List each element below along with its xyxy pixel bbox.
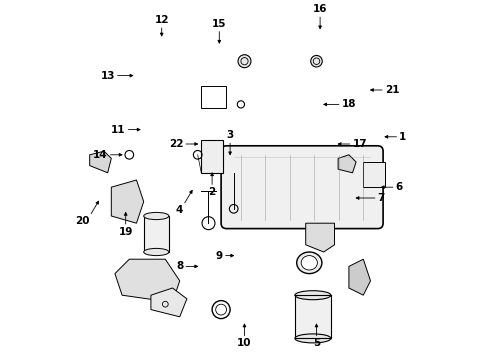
Text: 12: 12: [154, 15, 169, 25]
Bar: [201, 86, 226, 108]
Polygon shape: [115, 259, 179, 302]
Ellipse shape: [143, 212, 168, 220]
Text: 19: 19: [118, 227, 133, 237]
Text: 18: 18: [341, 99, 355, 109]
Ellipse shape: [294, 334, 330, 343]
Text: 5: 5: [312, 338, 320, 348]
Polygon shape: [348, 259, 370, 295]
Text: 4: 4: [176, 205, 183, 215]
Bar: [294, 295, 330, 338]
Text: 3: 3: [226, 130, 233, 140]
Polygon shape: [111, 180, 143, 223]
Text: 13: 13: [100, 71, 115, 81]
Polygon shape: [151, 288, 186, 317]
Text: 2: 2: [208, 187, 215, 197]
Text: 7: 7: [377, 193, 384, 203]
Text: 8: 8: [176, 261, 183, 271]
Text: 11: 11: [111, 125, 125, 135]
Text: 22: 22: [168, 139, 183, 149]
Text: 6: 6: [395, 182, 402, 192]
Circle shape: [310, 55, 322, 67]
Bar: [201, 140, 223, 173]
Bar: [143, 216, 168, 252]
Text: 16: 16: [312, 4, 326, 14]
Text: 17: 17: [352, 139, 366, 149]
Ellipse shape: [143, 248, 168, 256]
Text: 15: 15: [212, 19, 226, 29]
Polygon shape: [89, 151, 111, 173]
Ellipse shape: [294, 291, 330, 300]
Ellipse shape: [296, 252, 321, 274]
Text: 9: 9: [215, 251, 223, 261]
Text: 14: 14: [93, 150, 107, 160]
Text: 21: 21: [384, 85, 399, 95]
Polygon shape: [337, 155, 355, 173]
Bar: [363, 162, 384, 187]
Text: 10: 10: [237, 338, 251, 348]
FancyBboxPatch shape: [221, 146, 382, 229]
Text: 20: 20: [75, 216, 89, 226]
Ellipse shape: [301, 256, 317, 270]
Text: 1: 1: [399, 132, 406, 142]
Circle shape: [238, 55, 250, 68]
Polygon shape: [305, 223, 334, 252]
